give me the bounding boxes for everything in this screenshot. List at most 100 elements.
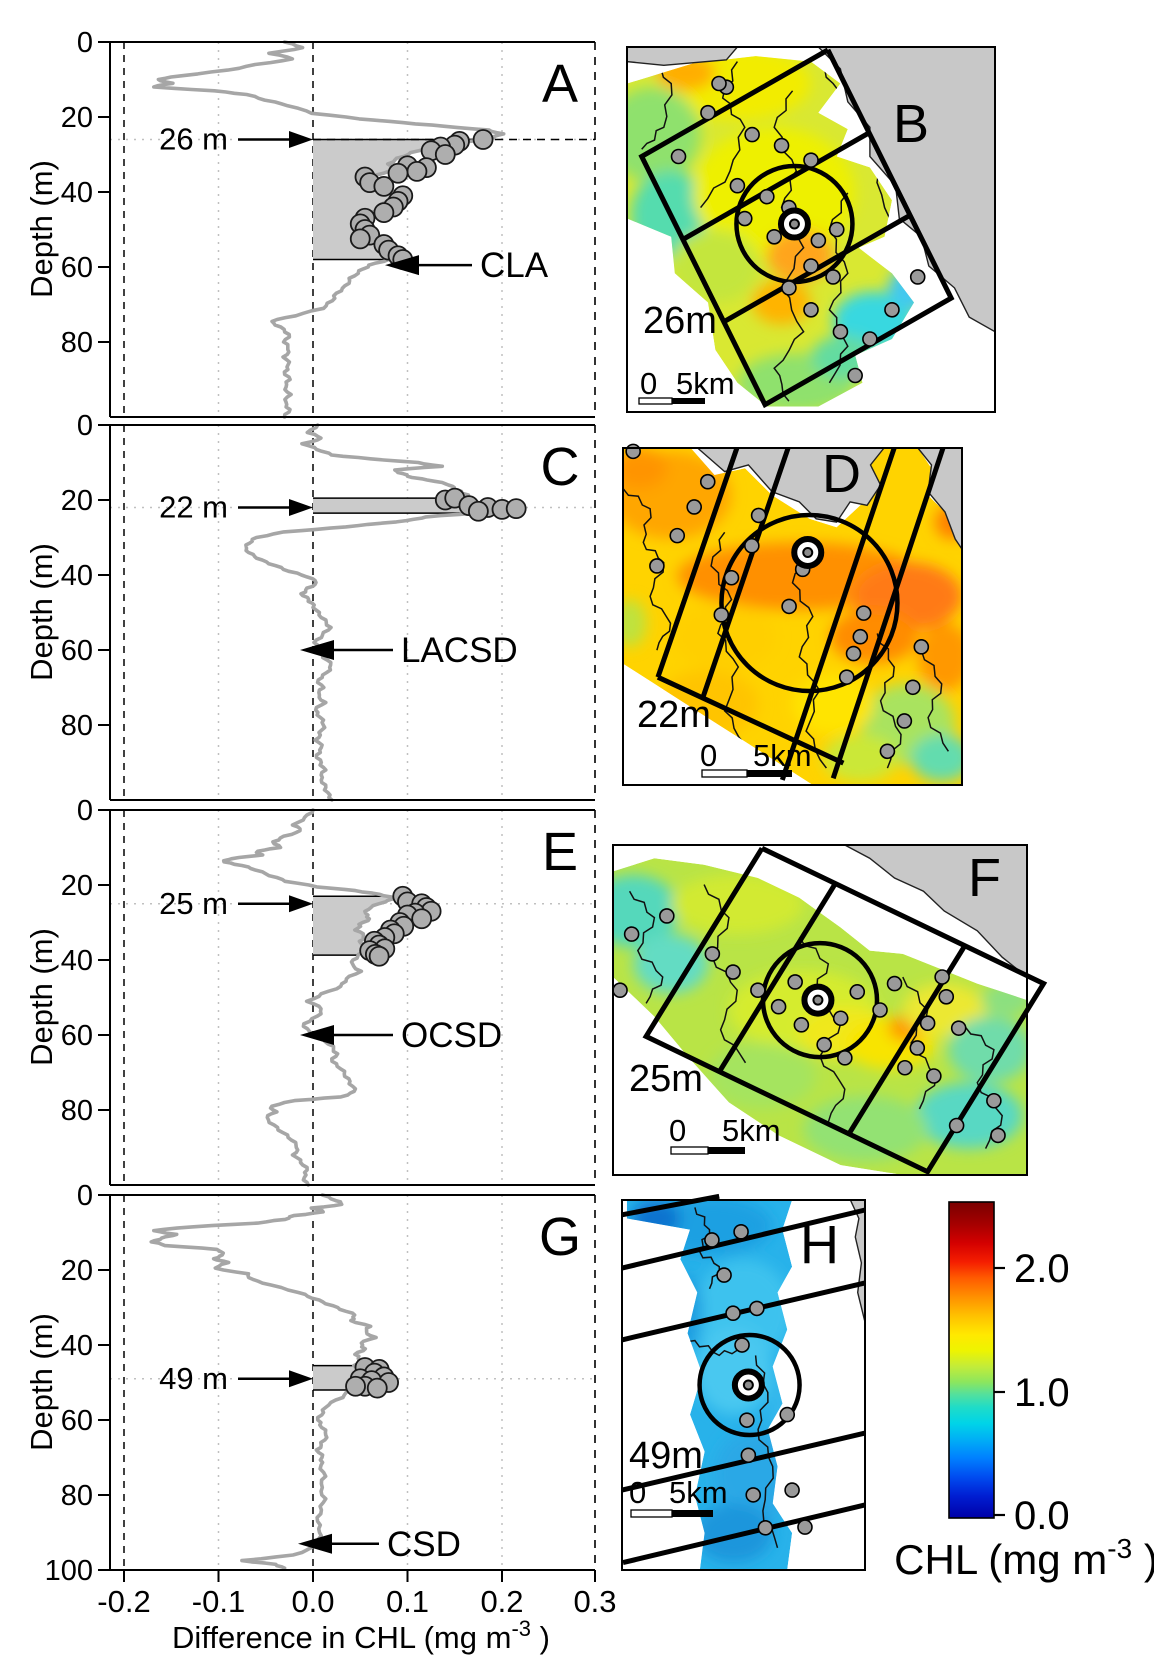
bottle-sample-point [434, 144, 456, 165]
station-dot [781, 598, 797, 615]
site-label: LACSD [401, 631, 518, 670]
chl-contour [902, 976, 937, 1110]
scalebar-segment-black [708, 1147, 745, 1154]
map-border [626, 46, 996, 413]
map-depth-label: 26m [643, 300, 717, 342]
station-dot [884, 301, 900, 318]
station-dot [938, 988, 955, 1005]
bottle-sample-point [472, 129, 494, 150]
site-arrowhead [385, 255, 419, 276]
survey-transect-line [717, 882, 838, 1074]
chl-patch [623, 599, 647, 647]
station-dot [723, 569, 740, 586]
station-dot [886, 975, 903, 992]
station-dot [828, 221, 845, 238]
chl-patch [623, 448, 668, 489]
outfall-bullseye-center [802, 546, 814, 558]
survey-transect-line [621, 1280, 866, 1343]
chl-patch [915, 1082, 1023, 1149]
y-tick-label: 40 [61, 560, 93, 592]
depth-annotation-label: 49 m [159, 1361, 228, 1396]
station-dot [948, 1117, 965, 1134]
scalebar-zero-label: 0 [640, 366, 657, 401]
profile-panel-G: 0 20 40 60 80 100 Depth (m) 49 m CSD G -0.2 -0.1 0.0… [24, 1180, 617, 1655]
station-dot [909, 269, 926, 285]
y-tick-label: 0 [77, 1180, 93, 1212]
x-tick-label: -0.1 [192, 1584, 245, 1619]
x-tick-label: 0.3 [573, 1584, 616, 1619]
depth-annotation-arrowhead [289, 131, 313, 148]
bottle-sample-point [345, 1375, 366, 1397]
integration-band [313, 896, 397, 956]
chl-patch [694, 1503, 773, 1563]
x-axis-label-sup: -3 [511, 1616, 531, 1641]
reference-circle [734, 163, 855, 285]
chl-patch [670, 874, 804, 935]
depth-annotation-label: 25 m [159, 886, 228, 921]
station-dot [716, 1267, 732, 1283]
station-dot [909, 1040, 926, 1056]
survey-transect-line [638, 47, 955, 409]
scalebar-segment-black [672, 398, 705, 404]
station-dot [832, 323, 849, 340]
bottle-sample-point [373, 175, 395, 197]
scalebar-segment-white [630, 1509, 673, 1518]
station-dot [862, 331, 878, 347]
station-dot [649, 558, 665, 574]
y-tick-label: 80 [61, 1480, 93, 1512]
survey-transect-line [830, 447, 946, 780]
station-dot [659, 908, 675, 924]
chl-patch [752, 280, 811, 325]
map-depth-label: 49m [629, 1435, 703, 1477]
y-tick-label: 60 [61, 1405, 93, 1437]
station-dot [733, 1224, 749, 1240]
station-dot [713, 607, 730, 623]
station-dot [744, 537, 760, 554]
chl-difference-profile [244, 423, 510, 802]
y-tick-label: 0 [77, 795, 93, 827]
site-arrowhead [298, 1533, 332, 1554]
y-tick-label: 80 [61, 710, 93, 742]
bottle-sample-point [366, 1377, 388, 1399]
chl-contour [964, 1026, 1003, 1149]
station-dot [740, 1447, 757, 1464]
site-label: CLA [480, 246, 549, 285]
panel-letter: C [541, 437, 580, 497]
station-dot [669, 527, 686, 544]
scalebar-5km-label: 5km [722, 1113, 781, 1148]
survey-transect-line [656, 674, 845, 766]
station-dot [704, 946, 721, 962]
chl-patch [633, 934, 709, 994]
station-dot [770, 998, 787, 1015]
station-dot [725, 964, 741, 980]
y-tick-label: 20 [61, 870, 93, 902]
station-dot [759, 188, 775, 205]
scalebar-segment-white [638, 397, 673, 405]
station-dot [711, 75, 727, 92]
survey-transect-line [779, 447, 897, 781]
station-dot [725, 1305, 741, 1322]
station-dot [919, 1015, 936, 1032]
y-tick-label: 0 [77, 27, 93, 59]
station-dot [773, 137, 790, 154]
chl-contour [828, 192, 849, 384]
scalebar-5km-label: 5km [676, 366, 735, 401]
station-dot [986, 1092, 1002, 1109]
colorbar-label-main: CHL (mg m [894, 1536, 1107, 1583]
station-dot [704, 1232, 720, 1248]
site-label: CSD [387, 1525, 461, 1564]
station-dot [745, 1487, 762, 1503]
station-dot [625, 443, 641, 460]
survey-transect-line [622, 1502, 866, 1566]
station-dot [736, 210, 753, 227]
y-tick-label: 80 [61, 1095, 93, 1127]
station-dot [797, 1519, 813, 1535]
colorbar-border [948, 1201, 995, 1519]
y-tick-label: 80 [61, 327, 93, 359]
outfall-bullseye-center [812, 994, 824, 1006]
colorbar-gradient-bar [949, 1202, 994, 1518]
